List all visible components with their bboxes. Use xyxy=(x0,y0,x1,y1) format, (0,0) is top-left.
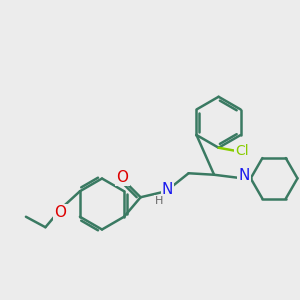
Text: N: N xyxy=(238,168,250,183)
Text: O: O xyxy=(54,205,66,220)
Text: O: O xyxy=(117,170,129,185)
Text: N: N xyxy=(162,182,173,197)
Text: H: H xyxy=(155,196,164,206)
Text: Cl: Cl xyxy=(235,144,248,158)
